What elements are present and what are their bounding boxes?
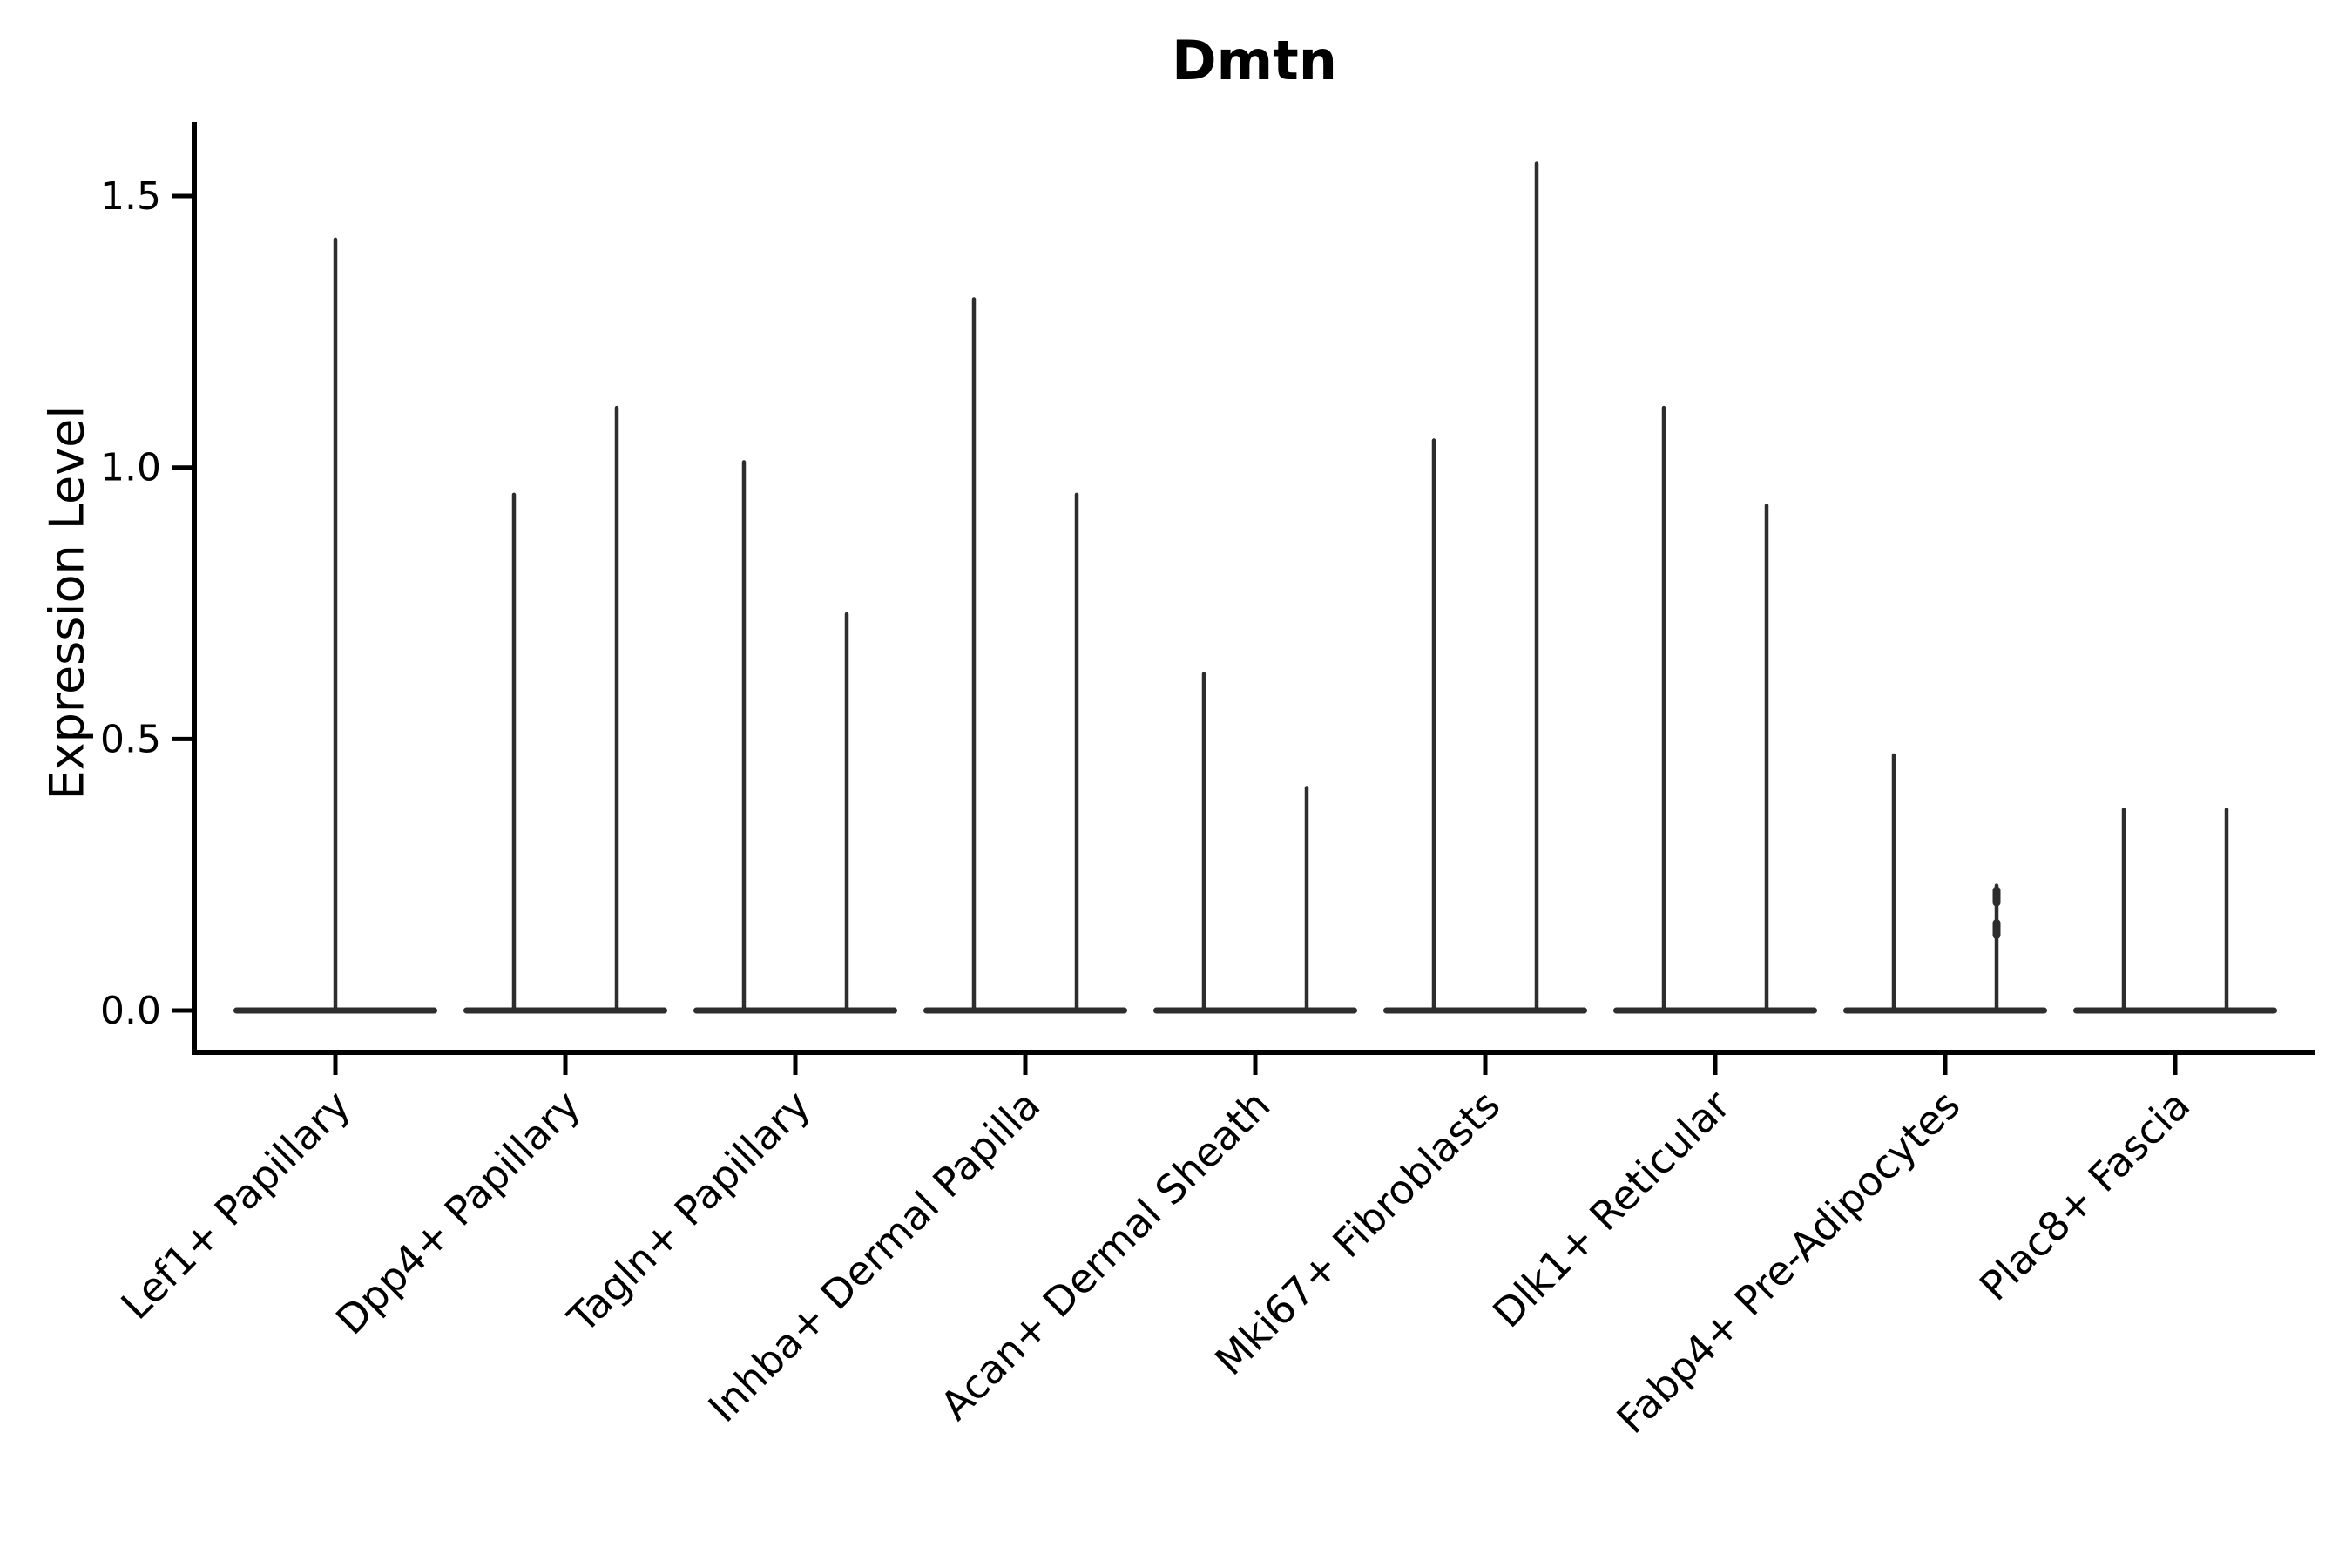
- chart-title: Dmtn: [1172, 29, 1337, 92]
- y-tick-label: 1.0: [100, 446, 161, 490]
- y-tick-label: 0.0: [100, 989, 161, 1033]
- y-tick-label: 0.5: [100, 717, 161, 761]
- y-tick-label: 1.5: [100, 174, 161, 219]
